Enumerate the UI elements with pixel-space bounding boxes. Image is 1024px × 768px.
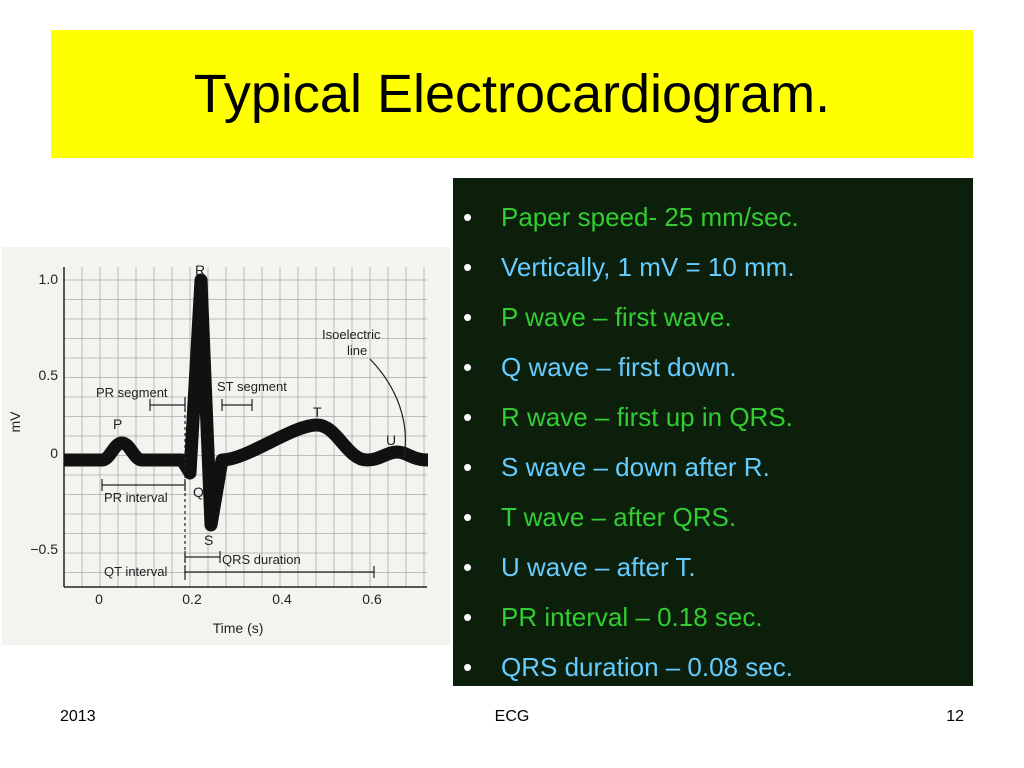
x-tick-label: 0.6 xyxy=(362,591,382,607)
wave-label-q: Q xyxy=(193,484,204,500)
bullet-text: T wave – after QRS. xyxy=(501,502,737,532)
ecg-diagram: 1.0 0.5 0 −0.5 mV 0 0.2 0.4 0.6 Time (s)… xyxy=(7,262,429,636)
footer-page-number: 12 xyxy=(946,708,964,725)
pr-segment-label: PR segment xyxy=(96,385,168,400)
qrs-duration-label: QRS duration xyxy=(222,552,301,567)
bullet-list: • Paper speed- 25 mm/sec. • Vertically, 1 m… xyxy=(453,178,973,692)
bullet-icon: • xyxy=(463,602,473,632)
bullet-item: • QRS duration – 0.08 sec. xyxy=(463,642,973,692)
bullet-item: • P wave – first wave. xyxy=(463,292,973,342)
bullet-icon: • xyxy=(463,502,473,532)
wave-label-t: T xyxy=(313,404,322,420)
ecg-trace-peak xyxy=(186,274,214,530)
bullet-text: Paper speed- 25 mm/sec. xyxy=(501,202,799,232)
footer-year: 2013 xyxy=(60,708,96,725)
bullet-icon: • xyxy=(463,452,473,482)
slide-title: Typical Electrocardiogram. xyxy=(193,64,831,124)
wave-label-u: U xyxy=(386,432,396,448)
annotation-lines xyxy=(101,358,407,582)
x-tick-label: 0.2 xyxy=(182,591,202,607)
bullet-item: • S wave – down after R. xyxy=(463,442,973,492)
y-tick-label: 1.0 xyxy=(39,271,59,287)
bullet-text: PR interval – 0.18 sec. xyxy=(501,602,763,632)
x-axis-label: Time (s) xyxy=(213,620,264,636)
wave-label-p: P xyxy=(113,416,122,432)
qt-interval-label: QT interval xyxy=(104,564,167,579)
bullet-panel: • Paper speed- 25 mm/sec. • Vertically, 1 m… xyxy=(453,178,973,686)
st-segment-label: ST segment xyxy=(217,379,287,394)
ecg-figure: 1.0 0.5 0 −0.5 mV 0 0.2 0.4 0.6 Time (s)… xyxy=(2,247,450,645)
bullet-icon: • xyxy=(463,402,473,432)
bullet-icon: • xyxy=(463,352,473,382)
bullet-text: U wave – after T. xyxy=(501,552,696,582)
y-tick-label: 0 xyxy=(50,445,58,461)
bullet-text: P wave – first wave. xyxy=(501,302,732,332)
wave-label-s: S xyxy=(204,532,213,548)
bullet-item: • R wave – first up in QRS. xyxy=(463,392,973,442)
bullet-item: • U wave – after T. xyxy=(463,542,973,592)
bullet-text: Vertically, 1 mV = 10 mm. xyxy=(501,252,795,282)
bullet-text: Q wave – first down. xyxy=(501,352,737,382)
bullet-icon: • xyxy=(463,652,473,682)
bullet-item: • Vertically, 1 mV = 10 mm. xyxy=(463,242,973,292)
footer-topic: ECG xyxy=(494,708,530,725)
pr-interval-label: PR interval xyxy=(104,490,168,505)
y-tick-label: 0.5 xyxy=(39,367,59,383)
bullet-icon: • xyxy=(463,252,473,282)
bullet-icon: • xyxy=(463,202,473,232)
bullet-item: • PR interval – 0.18 sec. xyxy=(463,592,973,642)
isoelectric-label-line2: line xyxy=(347,343,367,358)
title-box: Typical Electrocardiogram. xyxy=(51,30,973,158)
isoelectric-label: Isoelectric xyxy=(322,327,381,342)
y-tick-label: −0.5 xyxy=(30,541,58,557)
bullet-icon: • xyxy=(463,552,473,582)
bullet-item: • Q wave – first down. xyxy=(463,342,973,392)
x-tick-label: 0.4 xyxy=(272,591,292,607)
ecg-trace xyxy=(64,273,429,532)
bullet-icon: • xyxy=(463,302,473,332)
bullet-item: • Paper speed- 25 mm/sec. xyxy=(463,192,973,242)
bullet-text: R wave – first up in QRS. xyxy=(501,402,793,432)
x-tick-label: 0 xyxy=(95,591,103,607)
wave-label-r: R xyxy=(195,262,205,278)
bullet-text: S wave – down after R. xyxy=(501,452,770,482)
bullet-text: QRS duration – 0.08 sec. xyxy=(501,652,793,682)
bullet-item: • T wave – after QRS. xyxy=(463,492,973,542)
y-axis-label: mV xyxy=(7,411,23,433)
